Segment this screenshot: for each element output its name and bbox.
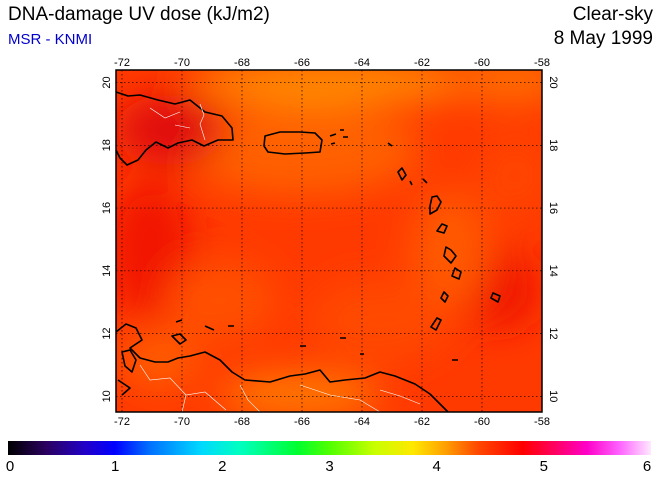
colorbar-tick-label: 3	[325, 458, 334, 475]
colorbar-tick-label: 1	[110, 458, 120, 475]
uv-dose-map: -72 -70 -68 -66 -64 -62 -60 -58 -72 -70 -68 -66 -64…	[101, 57, 559, 428]
lat-tick-label-right: 16	[547, 202, 559, 214]
lat-tick-label-right: 18	[547, 139, 559, 151]
lat-tick-label-left: 14	[101, 265, 113, 277]
map-frame	[115, 69, 543, 413]
uv-colorbar	[8, 441, 651, 455]
lesser-antilles-coast	[387, 142, 501, 331]
lat-tick-label-left: 10	[101, 390, 113, 402]
map-title: DNA-damage UV dose (kJ/m2)	[8, 4, 270, 25]
source-label: MSR - KNMI	[8, 31, 93, 48]
colorbar-tick-label: 0	[5, 458, 15, 475]
lon-tick-label-top: -64	[354, 57, 370, 69]
date-label: 8 May 1999	[553, 28, 653, 49]
lon-tick-label-top: -72	[114, 57, 130, 69]
lon-tick-label-bottom: -70	[174, 416, 190, 428]
puerto-rico-coast	[263, 131, 323, 155]
colorbar-tick-label: 4	[432, 458, 441, 475]
south-america-lakes	[117, 349, 137, 396]
colorbar-tick-label: 6	[642, 458, 652, 475]
hispaniola-coast	[115, 91, 234, 166]
colorbar-tick-label: 5	[539, 458, 548, 475]
south-america-coast	[115, 323, 449, 413]
lat-tick-label-right: 20	[547, 76, 559, 88]
lon-tick-label-bottom: -68	[234, 416, 250, 428]
lat-tick-label-right: 10	[547, 390, 559, 402]
virgin-islands-coast	[329, 129, 348, 145]
lon-tick-label-bottom: -66	[294, 416, 310, 428]
lon-tick-label-bottom: -58	[534, 416, 550, 428]
caribbean-islets	[171, 319, 458, 361]
longitude-ticks-bottom: -72 -70 -68 -66 -64 -62 -60 -58	[114, 416, 550, 428]
lat-tick-label-left: 12	[101, 327, 113, 339]
lon-tick-label-top: -58	[534, 57, 550, 69]
lat-tick-label-right: 14	[547, 265, 559, 277]
lon-tick-label-bottom: -60	[474, 416, 490, 428]
latitude-ticks-left: 10 12 14 16 18 20	[101, 76, 113, 402]
political-borders	[139, 103, 421, 413]
lon-tick-label-bottom: -72	[114, 416, 130, 428]
lat-tick-label-left: 20	[101, 76, 113, 88]
lat-tick-label-left: 16	[101, 202, 113, 214]
lon-tick-label-top: -70	[174, 57, 190, 69]
lon-tick-label-bottom: -62	[414, 416, 430, 428]
lon-tick-label-top: -68	[234, 57, 250, 69]
lon-tick-label-top: -66	[294, 57, 310, 69]
lon-tick-label-top: -60	[474, 57, 490, 69]
lat-tick-label-right: 12	[547, 327, 559, 339]
latitude-ticks-right: 10 12 14 16 18 20	[547, 76, 559, 402]
longitude-ticks-top: -72 -70 -68 -66 -64 -62 -60 -58	[114, 57, 550, 69]
sky-condition-label: Clear-sky	[572, 4, 653, 25]
coastlines	[115, 91, 501, 413]
colorbar-tick-label: 2	[218, 458, 227, 475]
lat-tick-label-left: 18	[101, 139, 113, 151]
uv-field	[116, 70, 542, 412]
lon-tick-label-top: -62	[414, 57, 430, 69]
lon-tick-label-bottom: -64	[354, 416, 370, 428]
